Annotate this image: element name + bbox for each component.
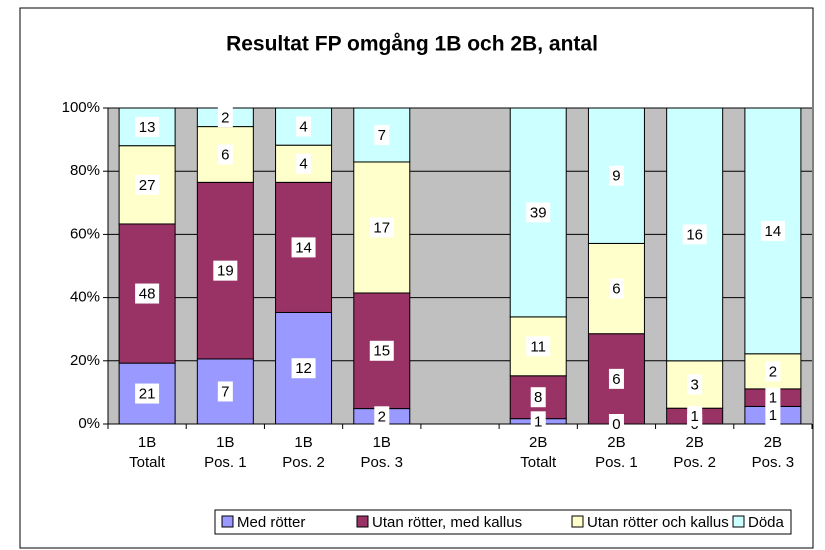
legend-label: Döda [748,514,785,531]
data-label-bg [369,217,394,238]
x-tick-label: 2B [529,434,547,451]
data-label: 1 [534,413,542,430]
data-label: 6 [612,281,620,298]
x-tick-label: 2B [607,434,625,451]
y-tick-label: 100% [62,99,100,116]
x-tick-label: Pos. 3 [361,454,404,471]
data-label-bg [526,336,551,357]
data-label-bg [682,224,707,245]
data-label: 7 [378,127,386,144]
legend-swatch [356,515,369,528]
data-label-bg [217,381,233,402]
x-tick-label: Pos. 2 [673,454,716,471]
data-label: 39 [530,204,547,221]
data-label: 1 [690,408,698,425]
data-label: 4 [299,119,307,136]
data-label: 7 [221,383,229,400]
data-label: 14 [765,223,782,240]
data-label-bg [760,220,785,241]
bar-segment [275,107,333,146]
data-label-bg [374,406,390,427]
data-label-bg [765,361,781,382]
data-label: 6 [612,371,620,388]
x-tick-label: Totalt [520,454,557,471]
y-tick-label: 60% [70,225,100,242]
legend-swatch [571,515,584,528]
y-tick-label: 80% [70,162,100,179]
data-label-bg [687,406,703,427]
data-label: 4 [299,156,307,173]
data-label-bg [135,383,160,404]
data-label-bg [296,116,312,137]
data-label: 19 [217,263,234,280]
legend-label: Utan rötter och kallus [587,514,729,531]
x-tick-label: Pos. 2 [282,454,325,471]
data-label-bg [608,278,624,299]
data-label-bg [296,153,312,174]
data-label-bg [291,237,316,258]
data-label-bg [135,174,160,195]
data-label: 9 [612,168,620,185]
data-label: 1 [769,390,777,407]
x-tick-label: 1B [138,434,156,451]
data-label: 15 [373,343,390,360]
data-label: 21 [139,386,156,403]
data-label-bg [135,116,160,137]
data-label-bg [526,202,551,223]
data-label-bg [608,165,624,186]
data-label-bg [530,387,546,408]
bar-segment [587,333,645,425]
data-label: 13 [139,119,156,136]
legend-swatch [221,515,234,528]
legend-swatch [732,515,745,528]
data-label-bg [765,405,781,426]
data-label-bg [291,358,316,379]
data-label: 0 [612,416,620,433]
x-tick-label: 2B [764,434,782,451]
x-tick-label: Pos. 1 [204,454,247,471]
legend-box [214,509,792,535]
data-label-bg [765,387,781,408]
legend-label: Utan rötter, med kallus [372,514,522,531]
data-label-bg [608,368,624,389]
x-tick-label: 1B [294,434,312,451]
x-tick-label: 1B [216,434,234,451]
chart-title: Resultat FP omgång 1B och 2B, antal [226,33,598,56]
data-label-bg [608,414,624,434]
data-label: 1 [769,407,777,424]
x-tick-label: Pos. 3 [752,454,795,471]
data-label: 2 [769,363,777,380]
data-label-bg [217,144,233,165]
y-tick-label: 20% [70,352,100,369]
data-label: 16 [686,226,703,243]
data-label: 14 [295,239,312,256]
data-label: 8 [534,389,542,406]
data-label: 17 [373,219,390,236]
data-label-bg [374,124,390,145]
data-label-bg [530,411,546,432]
data-label-bg [217,107,233,128]
data-label: 48 [139,286,156,303]
data-label: 27 [139,177,156,194]
y-tick-label: 40% [70,289,100,306]
data-label: 11 [530,338,546,355]
data-label: 3 [690,376,698,393]
data-label: 2 [378,408,386,425]
data-label: 6 [221,146,229,163]
x-tick-label: Totalt [129,454,166,471]
data-label-bg [135,283,160,304]
x-tick-label: Pos. 1 [595,454,638,471]
x-tick-label: 2B [685,434,703,451]
y-tick-label: 0% [78,415,100,432]
data-label: 2 [221,109,229,126]
x-tick-label: 1B [373,434,391,451]
data-label-bg [687,374,703,395]
data-label-bg [369,340,394,361]
data-label: 12 [295,360,312,377]
data-label-bg [213,260,238,281]
legend-label: Med rötter [237,514,305,531]
